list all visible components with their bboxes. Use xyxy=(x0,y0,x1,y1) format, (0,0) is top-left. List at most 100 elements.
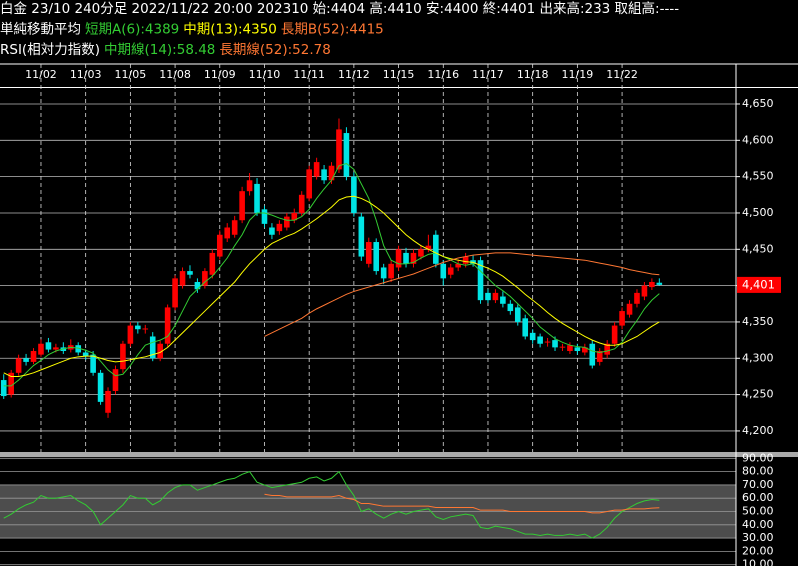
candle-body xyxy=(45,342,52,350)
y-tick-label: 60.00 xyxy=(742,491,774,504)
x-tick-label: 11/15 xyxy=(383,68,415,81)
panel-separator xyxy=(0,452,798,457)
candle-body xyxy=(604,343,610,355)
last-price-label: 4,401 xyxy=(742,277,775,291)
candle-body xyxy=(365,242,372,264)
candle-body xyxy=(358,216,365,257)
x-tick-label: 11/18 xyxy=(517,68,549,81)
x-tick-label: 11/08 xyxy=(159,68,191,81)
candle-body xyxy=(559,346,566,348)
y-tick-label: 4,200 xyxy=(742,424,774,437)
candle-body xyxy=(15,358,22,373)
header-text: 単純移動平均 xyxy=(0,22,81,38)
moving-average-line xyxy=(3,195,660,377)
candle-body xyxy=(485,292,491,301)
y-tick-label: 40.00 xyxy=(742,518,774,531)
header-text: 短期A(6):4389 xyxy=(85,22,179,38)
candle-body xyxy=(142,328,149,330)
header-line: 単純移動平均 短期A(6):4389 中期(13):4350 長期B(52):4415 xyxy=(0,22,384,38)
x-tick-label: 11/02 xyxy=(25,68,57,81)
candle-body xyxy=(507,303,514,312)
candle-body xyxy=(216,234,223,257)
candle-body xyxy=(0,380,7,397)
header-text: 長期B(52):4415 xyxy=(281,22,384,38)
x-tick-label: 11/11 xyxy=(293,68,325,81)
candle-body xyxy=(284,216,290,228)
candle-body xyxy=(611,325,618,344)
candle-body xyxy=(164,307,171,344)
y-tick-label: 70.00 xyxy=(742,478,774,491)
candle-body xyxy=(477,260,484,301)
candle-body xyxy=(224,227,231,239)
candle-body xyxy=(514,307,521,322)
rsi-line xyxy=(3,470,660,539)
y-tick-label: 90.00 xyxy=(742,451,774,464)
header-line: RSI(相対力指数) 中期線(14):58.48 長期線(52):52.78 xyxy=(0,42,331,58)
candle-body xyxy=(388,263,394,279)
candle-body xyxy=(254,183,260,213)
x-tick-label: 11/22 xyxy=(606,68,638,81)
candle-body xyxy=(179,271,186,286)
candle-body xyxy=(596,351,603,362)
y-tick-label: 50.00 xyxy=(742,505,774,518)
candle-body xyxy=(291,212,298,221)
x-tick-label: 11/16 xyxy=(427,68,459,81)
candle-body xyxy=(343,133,350,177)
x-tick-label: 11/05 xyxy=(115,68,147,81)
x-tick-label: 11/12 xyxy=(338,68,370,81)
candle-body xyxy=(239,191,245,221)
candle-body xyxy=(433,234,439,264)
candle-body xyxy=(75,345,82,353)
candle-body xyxy=(276,223,283,232)
y-tick-label: 4,550 xyxy=(742,170,774,183)
candle-body xyxy=(298,194,305,213)
candle-body xyxy=(202,271,208,286)
header-text: 長期線(52):52.78 xyxy=(219,42,330,58)
candle-body xyxy=(380,267,387,279)
x-tick-label: 11/17 xyxy=(472,68,504,81)
candle-body xyxy=(328,165,335,181)
candle-body xyxy=(231,220,238,235)
candle-body xyxy=(269,227,275,235)
candle-body xyxy=(522,318,529,337)
candle-body xyxy=(447,267,454,275)
candle-body xyxy=(172,278,178,308)
candle-body xyxy=(529,332,536,341)
candle-body xyxy=(537,336,543,344)
candle-body xyxy=(97,372,104,402)
candle-body xyxy=(440,263,447,279)
header-text: 白金 23/10 240分足 2022/11/22 20:00 202310 始… xyxy=(0,0,679,17)
candle-body xyxy=(105,390,111,413)
candle-body xyxy=(149,336,156,359)
candle-body xyxy=(656,282,663,285)
y-tick-label: 30.00 xyxy=(742,531,774,544)
candle-body xyxy=(313,162,320,177)
candle-body xyxy=(626,303,633,315)
y-tick-label: 4,350 xyxy=(742,315,774,328)
candle-body xyxy=(552,340,558,348)
x-tick-label: 11/10 xyxy=(249,68,281,81)
candle-body xyxy=(582,347,588,353)
moving-average-line xyxy=(3,163,660,387)
candle-body xyxy=(410,252,417,264)
candle-body xyxy=(544,341,551,343)
x-tick-label: 11/09 xyxy=(204,68,236,81)
candle-body xyxy=(455,263,461,268)
candle-body xyxy=(8,372,14,395)
candle-body xyxy=(246,180,253,192)
header-line: 白金 23/10 240分足 2022/11/22 20:00 202310 始… xyxy=(0,0,679,17)
last-price-box xyxy=(737,276,781,293)
candle-body xyxy=(53,347,59,350)
header-text: RSI(相対力指数) xyxy=(0,42,100,58)
candle-body xyxy=(23,358,29,362)
candle-body xyxy=(462,256,469,264)
candle-body xyxy=(336,129,342,170)
candle-body xyxy=(261,209,268,224)
y-tick-label: 4,600 xyxy=(742,133,774,146)
candle-body xyxy=(641,285,648,297)
candle-body xyxy=(157,343,163,359)
y-tick-label: 4,300 xyxy=(742,351,774,364)
candle-body xyxy=(187,271,193,275)
y-tick-label: 80.00 xyxy=(742,465,774,478)
